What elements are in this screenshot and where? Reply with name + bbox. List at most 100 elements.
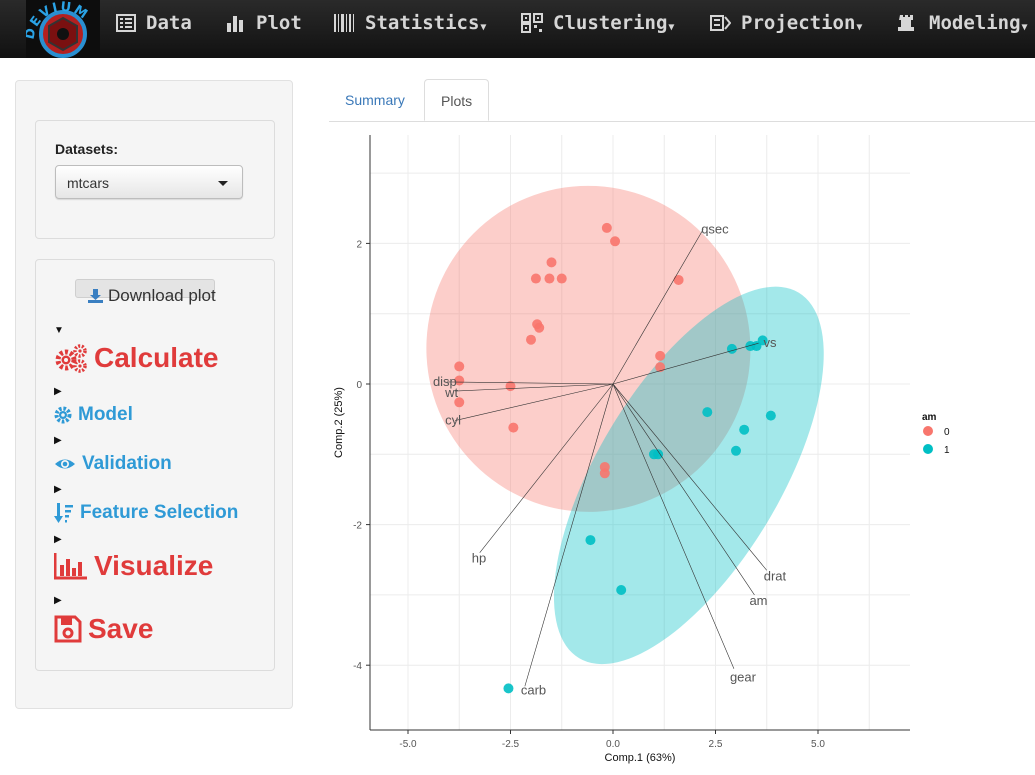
expand-triangle-icon[interactable]: ▼ — [54, 325, 64, 336]
loading-vector-drat — [612, 383, 767, 571]
loading-vector-qsec — [612, 229, 704, 385]
nav-statistics[interactable]: Statistics ▼ — [333, 10, 486, 36]
eye-icon — [55, 459, 75, 469]
data-point-am-0 — [526, 334, 536, 345]
legend-swatch — [923, 444, 933, 454]
x-tick-label: 2.5 — [709, 739, 723, 750]
chevron-down-icon: ▼ — [856, 21, 863, 33]
chevron-down-icon: ▼ — [668, 21, 675, 33]
data-point-am-0 — [601, 222, 612, 233]
data-point-am-1 — [739, 424, 750, 435]
nav-statistics-label: Statistics — [365, 12, 480, 34]
section-save[interactable]: Save — [54, 613, 153, 645]
data-point-am-0 — [655, 350, 666, 361]
loading-vector-cyl — [455, 383, 614, 421]
navbar: DEVIUM Data Plot Statistics▼ Clustering▼… — [0, 0, 1035, 58]
data-point-am-0 — [508, 422, 519, 433]
section-validation[interactable]: Validation — [54, 453, 172, 475]
projection-icon — [710, 15, 731, 31]
data-point-am-1 — [765, 410, 776, 421]
y-tick-label: 2 — [356, 239, 362, 250]
barcode-icon — [334, 14, 354, 32]
data-point-am-0 — [610, 236, 621, 247]
nav-projection[interactable]: Projection ▼ — [709, 10, 862, 36]
collapse-triangle-icon[interactable]: ▶ — [54, 534, 62, 545]
nav-data[interactable]: Data — [116, 10, 192, 36]
loading-label-qsec: qsec — [701, 221, 729, 236]
section-feature-selection[interactable]: Feature Selection — [54, 502, 238, 524]
devium-logo[interactable]: DEVIUM — [26, 0, 100, 58]
collapse-triangle-icon[interactable]: ▶ — [54, 386, 62, 397]
data-point-am-1 — [731, 445, 741, 456]
sort-icon — [54, 503, 73, 523]
dataset-select[interactable]: mtcars — [55, 165, 243, 199]
nav-clustering-label: Clustering — [553, 12, 668, 34]
dataset-select-value: mtcars — [67, 175, 109, 191]
chevron-down-icon: ▼ — [1021, 21, 1028, 33]
bar-chart-icon — [227, 16, 243, 32]
data-point-am-0 — [655, 362, 666, 373]
data-point-am-1 — [616, 584, 627, 595]
nav-projection-label: Projection — [741, 12, 856, 34]
collapse-triangle-icon[interactable]: ▶ — [54, 595, 62, 606]
nav-clustering[interactable]: Clustering ▼ — [521, 10, 674, 36]
download-icon — [88, 289, 103, 303]
loading-label-gear: gear — [730, 670, 757, 685]
datasets-label: Datasets: — [55, 141, 119, 157]
x-tick-label: -2.5 — [502, 739, 520, 750]
floppy-icon — [54, 615, 82, 643]
collapse-triangle-icon[interactable]: ▶ — [54, 435, 62, 446]
cogs-icon — [55, 344, 87, 373]
tab-summary[interactable]: Summary — [345, 92, 405, 108]
loading-vector-vs — [612, 342, 759, 385]
collapse-triangle-icon[interactable]: ▶ — [54, 484, 62, 495]
legend-swatch — [923, 426, 933, 436]
loading-vector-am — [612, 383, 755, 596]
data-point-am-0 — [544, 273, 555, 284]
bar-chart-icon — [54, 553, 87, 580]
download-plot-button[interactable] — [75, 279, 215, 298]
loading-label-cyl: cyl — [445, 413, 461, 428]
section-visualize[interactable]: Visualize — [54, 550, 213, 582]
confidence-ellipse-0 — [426, 185, 751, 512]
download-plot-link[interactable]: Download plot — [87, 286, 216, 306]
loading-vector-gear — [612, 383, 735, 669]
legend: am 0 1 — [922, 412, 950, 456]
nav-plot[interactable]: Plot — [226, 10, 302, 36]
data-point-am-0 — [673, 274, 684, 285]
rook-icon — [898, 15, 914, 31]
nav-modeling[interactable]: Modeling ▼ — [897, 10, 1028, 36]
loading-vector-disp — [446, 381, 614, 385]
gear-icon — [54, 406, 72, 424]
x-tick-label: -5.0 — [399, 739, 417, 750]
x-tick-label: 5.0 — [811, 739, 825, 750]
loading-vector-wt — [455, 383, 614, 392]
loading-label-drat: drat — [764, 568, 787, 583]
loading-label-vs: vs — [764, 335, 778, 350]
loading-vector-hp — [479, 383, 614, 553]
qrcode-icon — [521, 13, 543, 33]
section-model[interactable]: Model — [54, 404, 133, 426]
loading-label-carb: carb — [521, 682, 546, 697]
data-point-am-1 — [702, 407, 713, 418]
legend-label: 1 — [944, 445, 950, 456]
data-point-am-0 — [546, 257, 557, 268]
data-point-am-1 — [751, 341, 762, 352]
legend-title: am — [922, 412, 937, 423]
section-calculate[interactable]: Calculate — [54, 342, 219, 374]
data-point-am-1 — [726, 343, 737, 354]
options-well: Download plot ▼ Calculate ▶ Model ▶ Vali… — [35, 259, 275, 671]
data-point-am-1 — [503, 683, 514, 694]
sidebar-panel: Datasets: mtcars Download plot ▼ Calcula… — [15, 80, 293, 709]
y-tick-label: 0 — [356, 380, 362, 391]
tab-bar: Summary Plots — [329, 79, 1035, 122]
y-tick-label: -4 — [353, 661, 362, 672]
loading-label-hp: hp — [472, 551, 486, 566]
list-icon — [116, 14, 136, 32]
chevron-down-icon: ▼ — [480, 21, 487, 33]
tab-plots[interactable]: Plots — [424, 79, 490, 121]
data-point-am-0 — [454, 375, 465, 386]
y-tick-label: -2 — [353, 521, 362, 532]
